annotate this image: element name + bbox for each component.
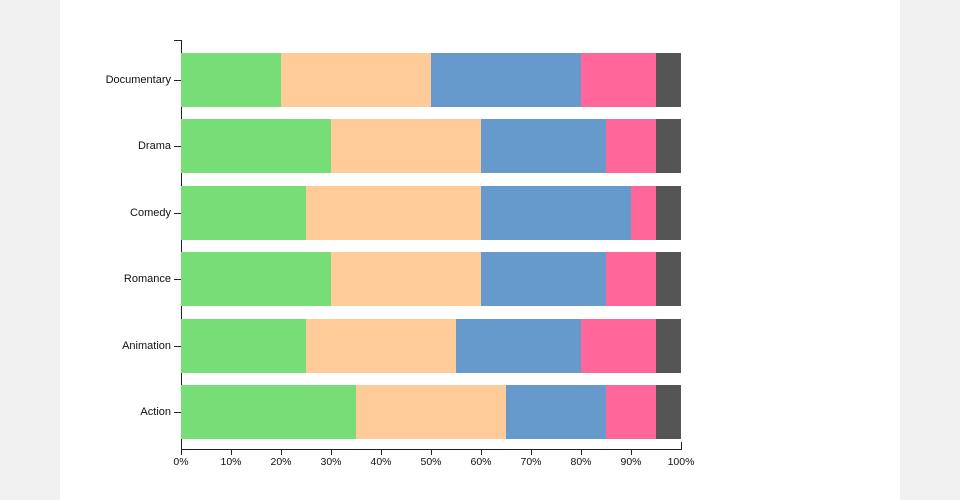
x-axis-tick — [631, 450, 632, 455]
bar-segment-green[interactable] — [181, 385, 356, 439]
x-axis-label: 80% — [570, 456, 592, 468]
y-axis-tick — [174, 80, 181, 81]
bar-row-romance — [181, 252, 681, 307]
y-axis-label: Animation — [122, 339, 171, 352]
y-axis-tick — [174, 212, 181, 214]
bar-row-drama — [181, 119, 681, 174]
bar-segment-peach[interactable] — [331, 252, 481, 307]
bar-segment-peach[interactable] — [306, 318, 456, 373]
x-axis-tick — [231, 450, 232, 455]
bar-segment-gray[interactable] — [656, 119, 681, 174]
y-axis-label: Documentary — [105, 74, 171, 86]
bar-segment-green[interactable] — [181, 53, 281, 107]
bar-segment-pink[interactable] — [631, 185, 656, 240]
x-axis-label: 30% — [320, 456, 342, 468]
bar-segment-blue[interactable] — [481, 252, 606, 307]
bar-row-animation — [181, 318, 681, 373]
bar-segment-blue[interactable] — [481, 185, 631, 240]
bar-segment-gray[interactable] — [656, 53, 681, 107]
bar-row-action — [181, 385, 681, 439]
y-axis-label: Action — [140, 406, 171, 418]
y-axis-tick — [174, 412, 181, 413]
x-axis-label: 50% — [420, 456, 442, 468]
y-axis-tick — [174, 279, 181, 281]
x-axis-end-cap — [681, 442, 682, 450]
x-axis-label: 90% — [620, 456, 642, 468]
bar-segment-gray[interactable] — [656, 252, 681, 307]
bar-segment-peach[interactable] — [306, 185, 481, 240]
x-axis-label: 40% — [370, 456, 392, 468]
bar-segment-blue[interactable] — [456, 318, 581, 373]
x-axis-label: 0% — [173, 456, 189, 468]
x-axis-label: 10% — [220, 456, 242, 468]
x-axis-tick — [481, 450, 482, 455]
bar-segment-gray[interactable] — [656, 318, 681, 373]
bar-segment-blue[interactable] — [506, 385, 606, 439]
y-axis-label: Romance — [123, 273, 171, 286]
x-axis-line — [181, 449, 682, 450]
bar-segment-peach[interactable] — [331, 119, 481, 174]
y-axis-label: Comedy — [130, 206, 171, 219]
y-axis-top-cap — [174, 40, 182, 41]
bar-segment-pink[interactable] — [581, 53, 656, 107]
bar-segment-gray[interactable] — [656, 185, 681, 240]
x-axis-tick — [331, 450, 332, 455]
bar-row-documentary — [181, 53, 681, 107]
x-axis-tick — [281, 450, 282, 455]
x-axis-label: 70% — [520, 456, 542, 468]
bar-segment-peach[interactable] — [281, 53, 431, 107]
bar-segment-peach[interactable] — [356, 385, 506, 439]
bar-segment-green[interactable] — [181, 252, 331, 307]
bar-segment-green[interactable] — [181, 119, 331, 174]
x-axis-tick — [581, 450, 582, 455]
bar-segment-pink[interactable] — [606, 252, 656, 307]
x-axis-label: 100% — [667, 456, 695, 468]
y-axis-label: Drama — [137, 140, 171, 153]
x-axis-label: 20% — [270, 456, 292, 468]
bar-segment-gray[interactable] — [656, 385, 681, 439]
x-axis-label: 60% — [470, 456, 492, 468]
bar-segment-pink[interactable] — [581, 318, 656, 373]
y-axis-tick — [174, 146, 181, 148]
x-axis-tick — [381, 450, 382, 455]
y-axis-spine — [181, 40, 182, 449]
bar-segment-blue[interactable] — [431, 53, 581, 107]
bar-segment-green[interactable] — [181, 185, 306, 240]
bar-segment-pink[interactable] — [606, 119, 656, 174]
x-axis-tick — [531, 450, 532, 455]
x-axis-tick — [431, 450, 432, 455]
bar-segment-blue[interactable] — [481, 119, 606, 174]
bar-segment-pink[interactable] — [606, 385, 656, 439]
y-axis-tick — [174, 345, 181, 347]
bar-segment-green[interactable] — [181, 318, 306, 373]
x-axis-tick — [181, 450, 182, 455]
bar-row-comedy — [181, 185, 681, 240]
